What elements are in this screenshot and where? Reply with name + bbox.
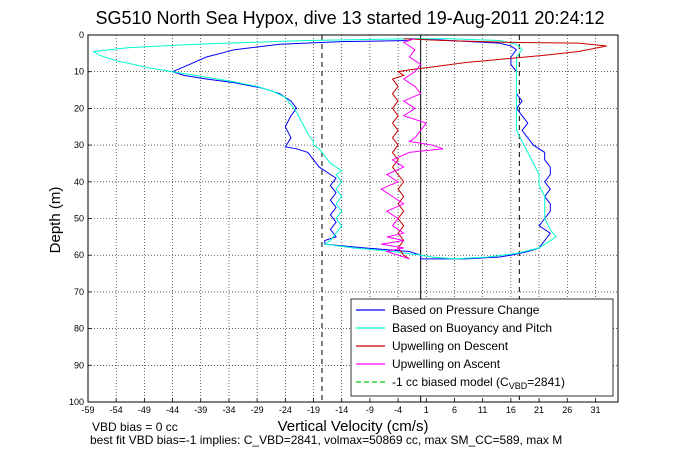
y-tick-label: 70 — [74, 287, 84, 297]
x-tick-label: 16 — [506, 405, 516, 415]
x-tick-label: -24 — [279, 405, 292, 415]
x-tick-label: 6 — [452, 405, 457, 415]
y-tick-label: 30 — [74, 140, 84, 150]
y-tick-label: 80 — [74, 324, 84, 334]
x-tick-label: -44 — [166, 405, 179, 415]
y-tick-label: 10 — [74, 67, 84, 77]
y-tick-label: 40 — [74, 177, 84, 187]
x-tick-label: -9 — [366, 405, 374, 415]
x-tick-label: -39 — [194, 405, 207, 415]
x-axis-label: Vertical Velocity (cm/s) — [278, 418, 429, 435]
y-tick-label: 0 — [79, 30, 84, 40]
x-tick-label: 26 — [562, 405, 572, 415]
series-line — [380, 38, 444, 260]
legend-label: Based on Buoyancy and Pitch — [392, 321, 552, 335]
y-tick-label: 100 — [69, 397, 84, 407]
series-line — [391, 38, 607, 260]
series-line — [92, 38, 557, 260]
y-tick-label: 50 — [74, 214, 84, 224]
y-axis-label: Depth (m) — [47, 187, 64, 254]
y-tick-label: 60 — [74, 250, 84, 260]
series-line — [171, 38, 552, 260]
x-tick-label: -54 — [110, 405, 123, 415]
best-fit-note: best fit VBD bias=-1 implies: C_VBD=2841… — [90, 433, 562, 447]
chart-title: SG510 North Sea Hypox, dive 13 started 1… — [96, 8, 605, 28]
x-tick-label: -49 — [138, 405, 151, 415]
y-tick-label: 90 — [74, 360, 84, 370]
x-tick-label: -34 — [222, 405, 235, 415]
legend-label: Upwelling on Ascent — [392, 357, 501, 371]
x-tick-label: 31 — [590, 405, 600, 415]
x-tick-label: -59 — [81, 405, 94, 415]
x-tick-label: 11 — [478, 405, 487, 415]
x-tick-label: -14 — [335, 405, 348, 415]
vbd-bias-note: VBD bias = 0 cc — [92, 420, 178, 434]
legend: Based on Pressure Change Based on Buoyanc… — [350, 298, 614, 397]
legend-label: Upwelling on Descent — [392, 339, 509, 353]
x-tick-label: -19 — [307, 405, 320, 415]
y-tick-label: 20 — [74, 103, 84, 113]
x-tick-label: 1 — [424, 405, 429, 415]
legend-label: Based on Pressure Change — [392, 303, 540, 317]
legend-model-label: -1 cc biased model (CVBD=2841) — [392, 375, 565, 391]
x-tick-label: 21 — [534, 405, 544, 415]
x-tick-label: -4 — [394, 405, 402, 415]
legend-box — [350, 298, 614, 397]
x-tick-label: -29 — [251, 405, 264, 415]
